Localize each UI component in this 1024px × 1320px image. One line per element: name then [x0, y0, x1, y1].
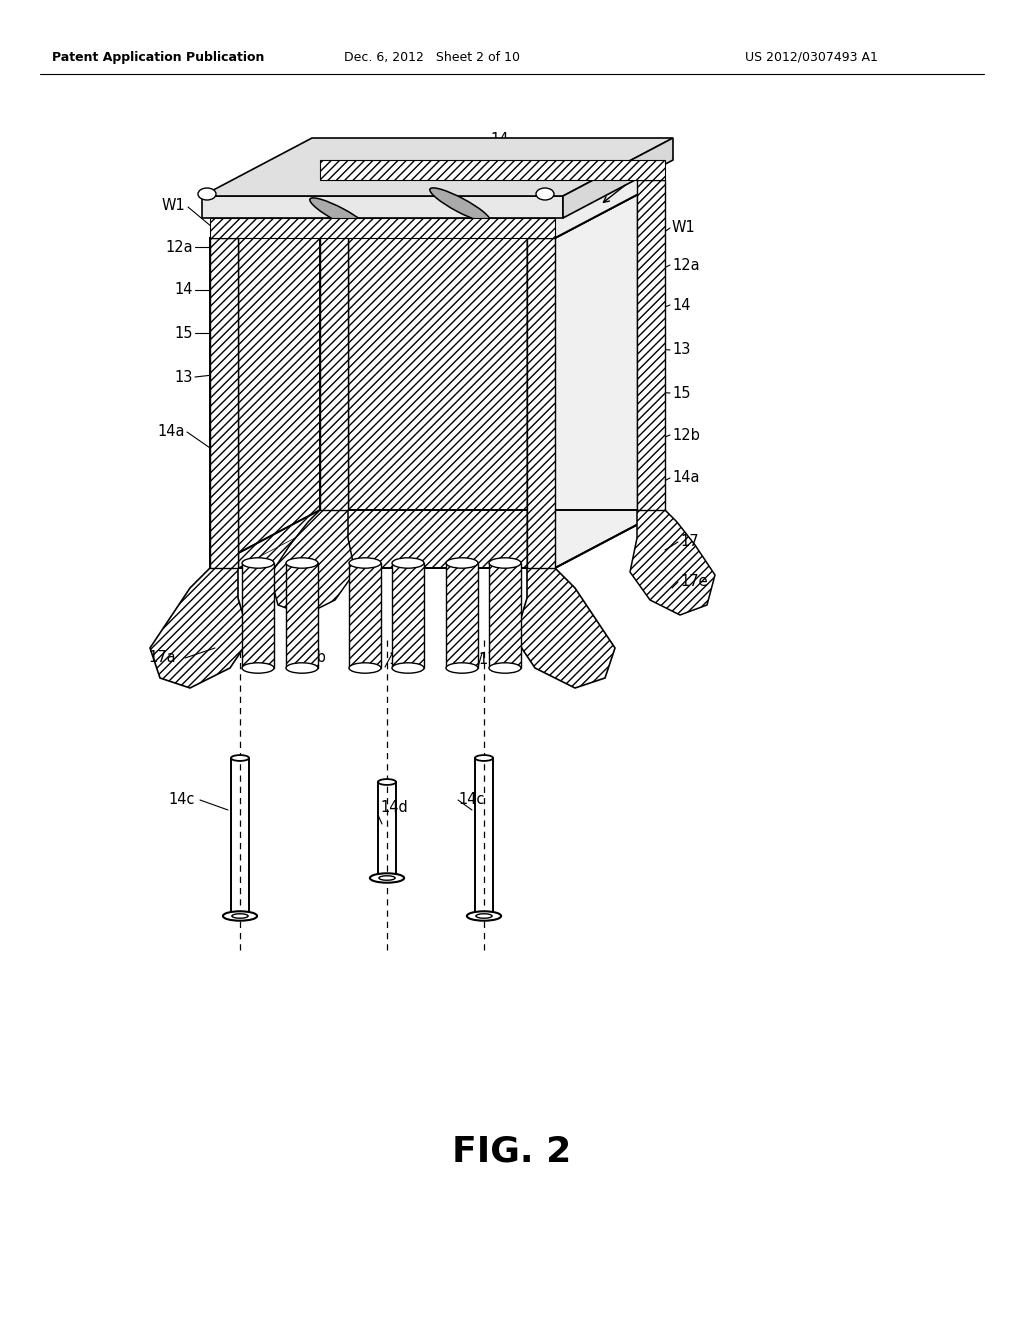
- Text: 12a: 12a: [672, 257, 699, 272]
- Polygon shape: [286, 564, 318, 668]
- Ellipse shape: [310, 198, 371, 232]
- Polygon shape: [555, 180, 665, 568]
- Polygon shape: [563, 139, 673, 218]
- Polygon shape: [270, 510, 355, 615]
- Ellipse shape: [286, 663, 318, 673]
- Text: 15: 15: [174, 326, 193, 341]
- Polygon shape: [238, 180, 348, 568]
- Polygon shape: [210, 180, 665, 238]
- Text: 13: 13: [175, 370, 193, 384]
- Text: 14c: 14c: [168, 792, 195, 808]
- Text: 17e: 17e: [680, 574, 708, 590]
- Text: 12b: 12b: [672, 428, 699, 442]
- Text: 14a: 14a: [158, 425, 185, 440]
- Ellipse shape: [242, 558, 274, 568]
- Text: 14: 14: [672, 297, 690, 313]
- Ellipse shape: [242, 663, 274, 673]
- Polygon shape: [392, 564, 424, 668]
- Ellipse shape: [430, 187, 490, 222]
- Polygon shape: [348, 180, 637, 510]
- Polygon shape: [446, 564, 478, 668]
- Polygon shape: [210, 238, 238, 568]
- Ellipse shape: [392, 558, 424, 568]
- Text: W1: W1: [672, 220, 695, 235]
- Polygon shape: [238, 238, 527, 568]
- Text: 17a: 17a: [478, 652, 506, 668]
- Text: 17a: 17a: [148, 651, 176, 665]
- Ellipse shape: [286, 558, 318, 568]
- Ellipse shape: [349, 663, 381, 673]
- Ellipse shape: [198, 187, 216, 201]
- Ellipse shape: [489, 663, 521, 673]
- Text: 17b: 17b: [298, 651, 326, 665]
- Polygon shape: [150, 568, 250, 688]
- Ellipse shape: [349, 558, 381, 568]
- Text: W1: W1: [161, 198, 185, 213]
- Polygon shape: [527, 238, 555, 568]
- Ellipse shape: [476, 913, 493, 919]
- Polygon shape: [349, 564, 381, 668]
- Text: 14b: 14b: [388, 652, 416, 668]
- Ellipse shape: [475, 755, 493, 760]
- Text: 15(15a): 15(15a): [520, 161, 578, 176]
- Polygon shape: [210, 180, 319, 568]
- Ellipse shape: [467, 911, 501, 921]
- Ellipse shape: [446, 558, 478, 568]
- Text: 13: 13: [366, 144, 384, 160]
- Text: 12a: 12a: [165, 239, 193, 255]
- Text: 14: 14: [490, 132, 509, 148]
- Ellipse shape: [379, 875, 395, 880]
- Polygon shape: [319, 180, 348, 510]
- Polygon shape: [319, 160, 665, 180]
- Ellipse shape: [536, 187, 554, 201]
- Ellipse shape: [231, 913, 248, 919]
- Polygon shape: [515, 568, 615, 688]
- Text: 15: 15: [672, 385, 690, 400]
- Text: FIG. 2: FIG. 2: [453, 1135, 571, 1170]
- Ellipse shape: [370, 874, 404, 883]
- Polygon shape: [527, 180, 637, 568]
- Ellipse shape: [392, 663, 424, 673]
- Polygon shape: [202, 195, 563, 218]
- Polygon shape: [637, 180, 665, 510]
- Ellipse shape: [446, 663, 478, 673]
- Text: 12a: 12a: [294, 149, 322, 164]
- Text: Patent Application Publication: Patent Application Publication: [52, 50, 264, 63]
- Text: Dec. 6, 2012   Sheet 2 of 10: Dec. 6, 2012 Sheet 2 of 10: [344, 50, 520, 63]
- Polygon shape: [202, 139, 673, 195]
- Polygon shape: [489, 564, 521, 668]
- Ellipse shape: [231, 755, 249, 760]
- Text: 14c: 14c: [458, 792, 484, 808]
- Text: 14a: 14a: [672, 470, 699, 486]
- Text: 14: 14: [174, 282, 193, 297]
- Ellipse shape: [223, 911, 257, 921]
- Text: US 2012/0307493 A1: US 2012/0307493 A1: [745, 50, 878, 63]
- Text: 16: 16: [628, 170, 646, 186]
- Polygon shape: [242, 564, 274, 668]
- Polygon shape: [630, 510, 715, 615]
- Text: 12b: 12b: [424, 140, 452, 156]
- Text: 17: 17: [680, 535, 698, 549]
- Text: 13: 13: [672, 342, 690, 358]
- Polygon shape: [210, 218, 555, 238]
- Ellipse shape: [489, 558, 521, 568]
- Ellipse shape: [378, 779, 396, 785]
- Text: 14d: 14d: [380, 800, 408, 816]
